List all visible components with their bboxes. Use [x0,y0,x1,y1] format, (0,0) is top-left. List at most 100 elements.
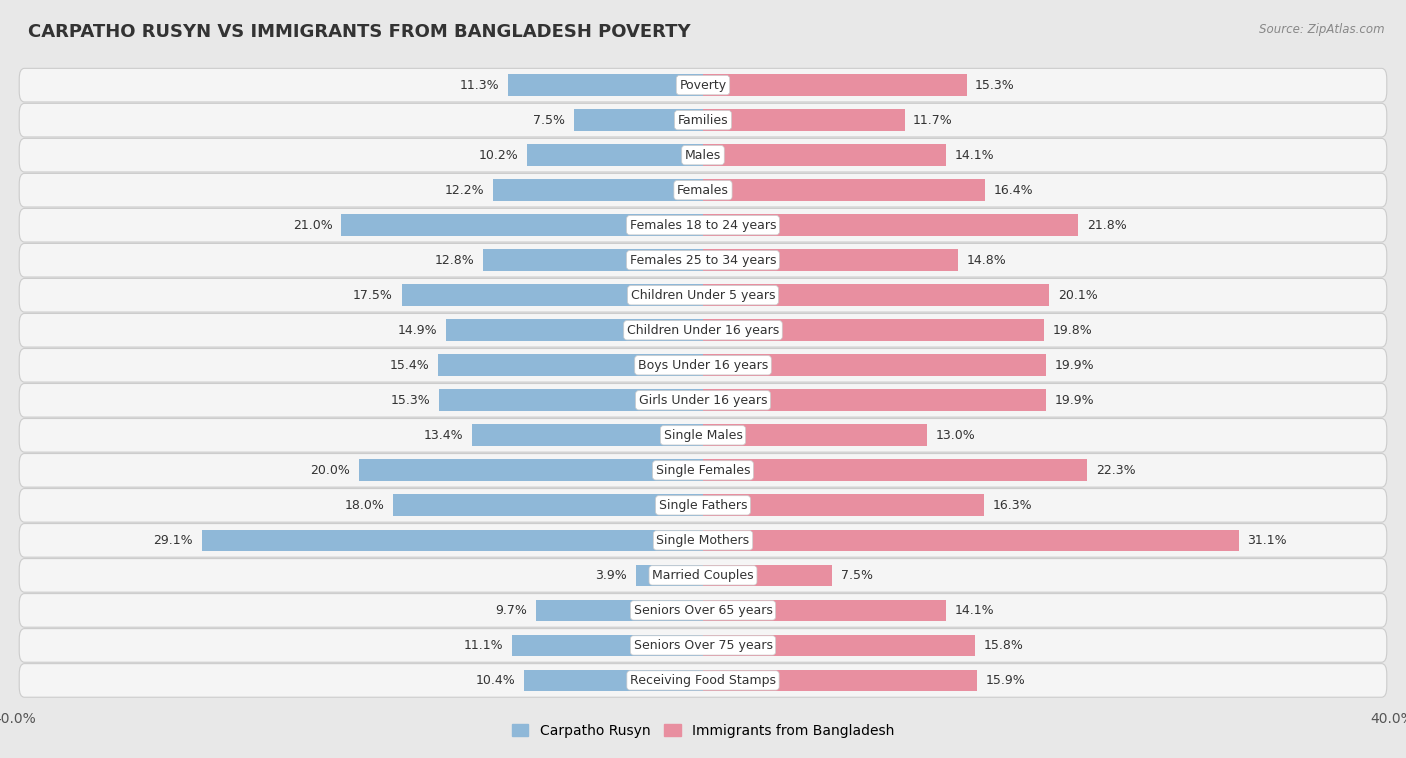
Text: 31.1%: 31.1% [1247,534,1286,547]
FancyBboxPatch shape [20,208,1386,242]
Bar [703,284,1049,306]
Text: 13.0%: 13.0% [935,429,976,442]
Text: 18.0%: 18.0% [344,499,384,512]
Text: CARPATHO RUSYN VS IMMIGRANTS FROM BANGLADESH POVERTY: CARPATHO RUSYN VS IMMIGRANTS FROM BANGLA… [28,23,690,41]
Text: Males: Males [685,149,721,161]
Text: Seniors Over 75 years: Seniors Over 75 years [634,639,772,652]
FancyBboxPatch shape [20,524,1386,557]
Text: 21.8%: 21.8% [1087,219,1126,232]
Bar [527,144,703,166]
FancyBboxPatch shape [20,418,1386,452]
Text: 11.7%: 11.7% [912,114,953,127]
Text: Single Females: Single Females [655,464,751,477]
Text: 22.3%: 22.3% [1095,464,1135,477]
Text: Families: Families [678,114,728,127]
FancyBboxPatch shape [20,314,1386,347]
Text: 19.9%: 19.9% [1054,394,1094,407]
Text: 14.9%: 14.9% [398,324,437,337]
Text: 15.3%: 15.3% [976,79,1015,92]
Bar [482,249,703,271]
Text: 17.5%: 17.5% [353,289,392,302]
Text: 21.0%: 21.0% [292,219,333,232]
Bar [703,180,986,201]
Text: 12.8%: 12.8% [434,254,474,267]
Text: 3.9%: 3.9% [596,569,627,582]
Text: 13.4%: 13.4% [425,429,464,442]
Text: 14.8%: 14.8% [966,254,1007,267]
Bar [703,669,977,691]
FancyBboxPatch shape [20,349,1386,382]
Bar [524,669,703,691]
Bar [437,355,703,376]
Legend: Carpatho Rusyn, Immigrants from Bangladesh: Carpatho Rusyn, Immigrants from Banglade… [506,718,900,743]
Bar [703,74,966,96]
Bar [359,459,703,481]
Bar [509,74,703,96]
Bar [342,215,703,236]
Bar [446,319,703,341]
Text: Girls Under 16 years: Girls Under 16 years [638,394,768,407]
Bar [703,424,927,446]
Text: Children Under 5 years: Children Under 5 years [631,289,775,302]
Text: Children Under 16 years: Children Under 16 years [627,324,779,337]
FancyBboxPatch shape [20,628,1386,662]
Text: 20.0%: 20.0% [311,464,350,477]
FancyBboxPatch shape [20,278,1386,312]
FancyBboxPatch shape [20,174,1386,207]
Text: Single Mothers: Single Mothers [657,534,749,547]
Text: 14.1%: 14.1% [955,149,994,161]
Text: Females 25 to 34 years: Females 25 to 34 years [630,254,776,267]
Text: Seniors Over 65 years: Seniors Over 65 years [634,604,772,617]
Bar [440,390,703,411]
Text: 9.7%: 9.7% [495,604,527,617]
Text: Poverty: Poverty [679,79,727,92]
Text: 11.1%: 11.1% [464,639,503,652]
Bar [636,565,703,586]
Bar [703,390,1046,411]
Text: 12.2%: 12.2% [444,183,484,196]
Text: 10.4%: 10.4% [475,674,515,687]
Text: 16.3%: 16.3% [993,499,1032,512]
Text: Married Couples: Married Couples [652,569,754,582]
Bar [703,215,1078,236]
Bar [202,530,703,551]
Text: Source: ZipAtlas.com: Source: ZipAtlas.com [1260,23,1385,36]
Bar [402,284,703,306]
Text: 11.3%: 11.3% [460,79,499,92]
Text: Boys Under 16 years: Boys Under 16 years [638,359,768,371]
Bar [703,565,832,586]
Bar [703,355,1046,376]
Bar [494,180,703,201]
FancyBboxPatch shape [20,139,1386,172]
Text: Females: Females [678,183,728,196]
Text: Receiving Food Stamps: Receiving Food Stamps [630,674,776,687]
Text: Single Males: Single Males [664,429,742,442]
Text: 15.4%: 15.4% [389,359,429,371]
Text: Single Fathers: Single Fathers [659,499,747,512]
FancyBboxPatch shape [20,103,1386,137]
Text: 15.9%: 15.9% [986,674,1025,687]
Bar [703,249,957,271]
FancyBboxPatch shape [20,663,1386,697]
Text: 19.9%: 19.9% [1054,359,1094,371]
Bar [472,424,703,446]
Bar [392,494,703,516]
Bar [703,494,984,516]
FancyBboxPatch shape [20,384,1386,417]
Text: 15.3%: 15.3% [391,394,430,407]
Text: 16.4%: 16.4% [994,183,1033,196]
FancyBboxPatch shape [20,594,1386,627]
Text: 15.8%: 15.8% [984,639,1024,652]
Bar [703,319,1045,341]
Text: 7.5%: 7.5% [841,569,873,582]
Text: 19.8%: 19.8% [1053,324,1092,337]
Bar [703,459,1087,481]
FancyBboxPatch shape [20,559,1386,592]
Bar [703,600,946,622]
Text: 20.1%: 20.1% [1057,289,1098,302]
FancyBboxPatch shape [20,243,1386,277]
Bar [703,530,1239,551]
FancyBboxPatch shape [20,453,1386,487]
Bar [512,634,703,656]
FancyBboxPatch shape [20,68,1386,102]
